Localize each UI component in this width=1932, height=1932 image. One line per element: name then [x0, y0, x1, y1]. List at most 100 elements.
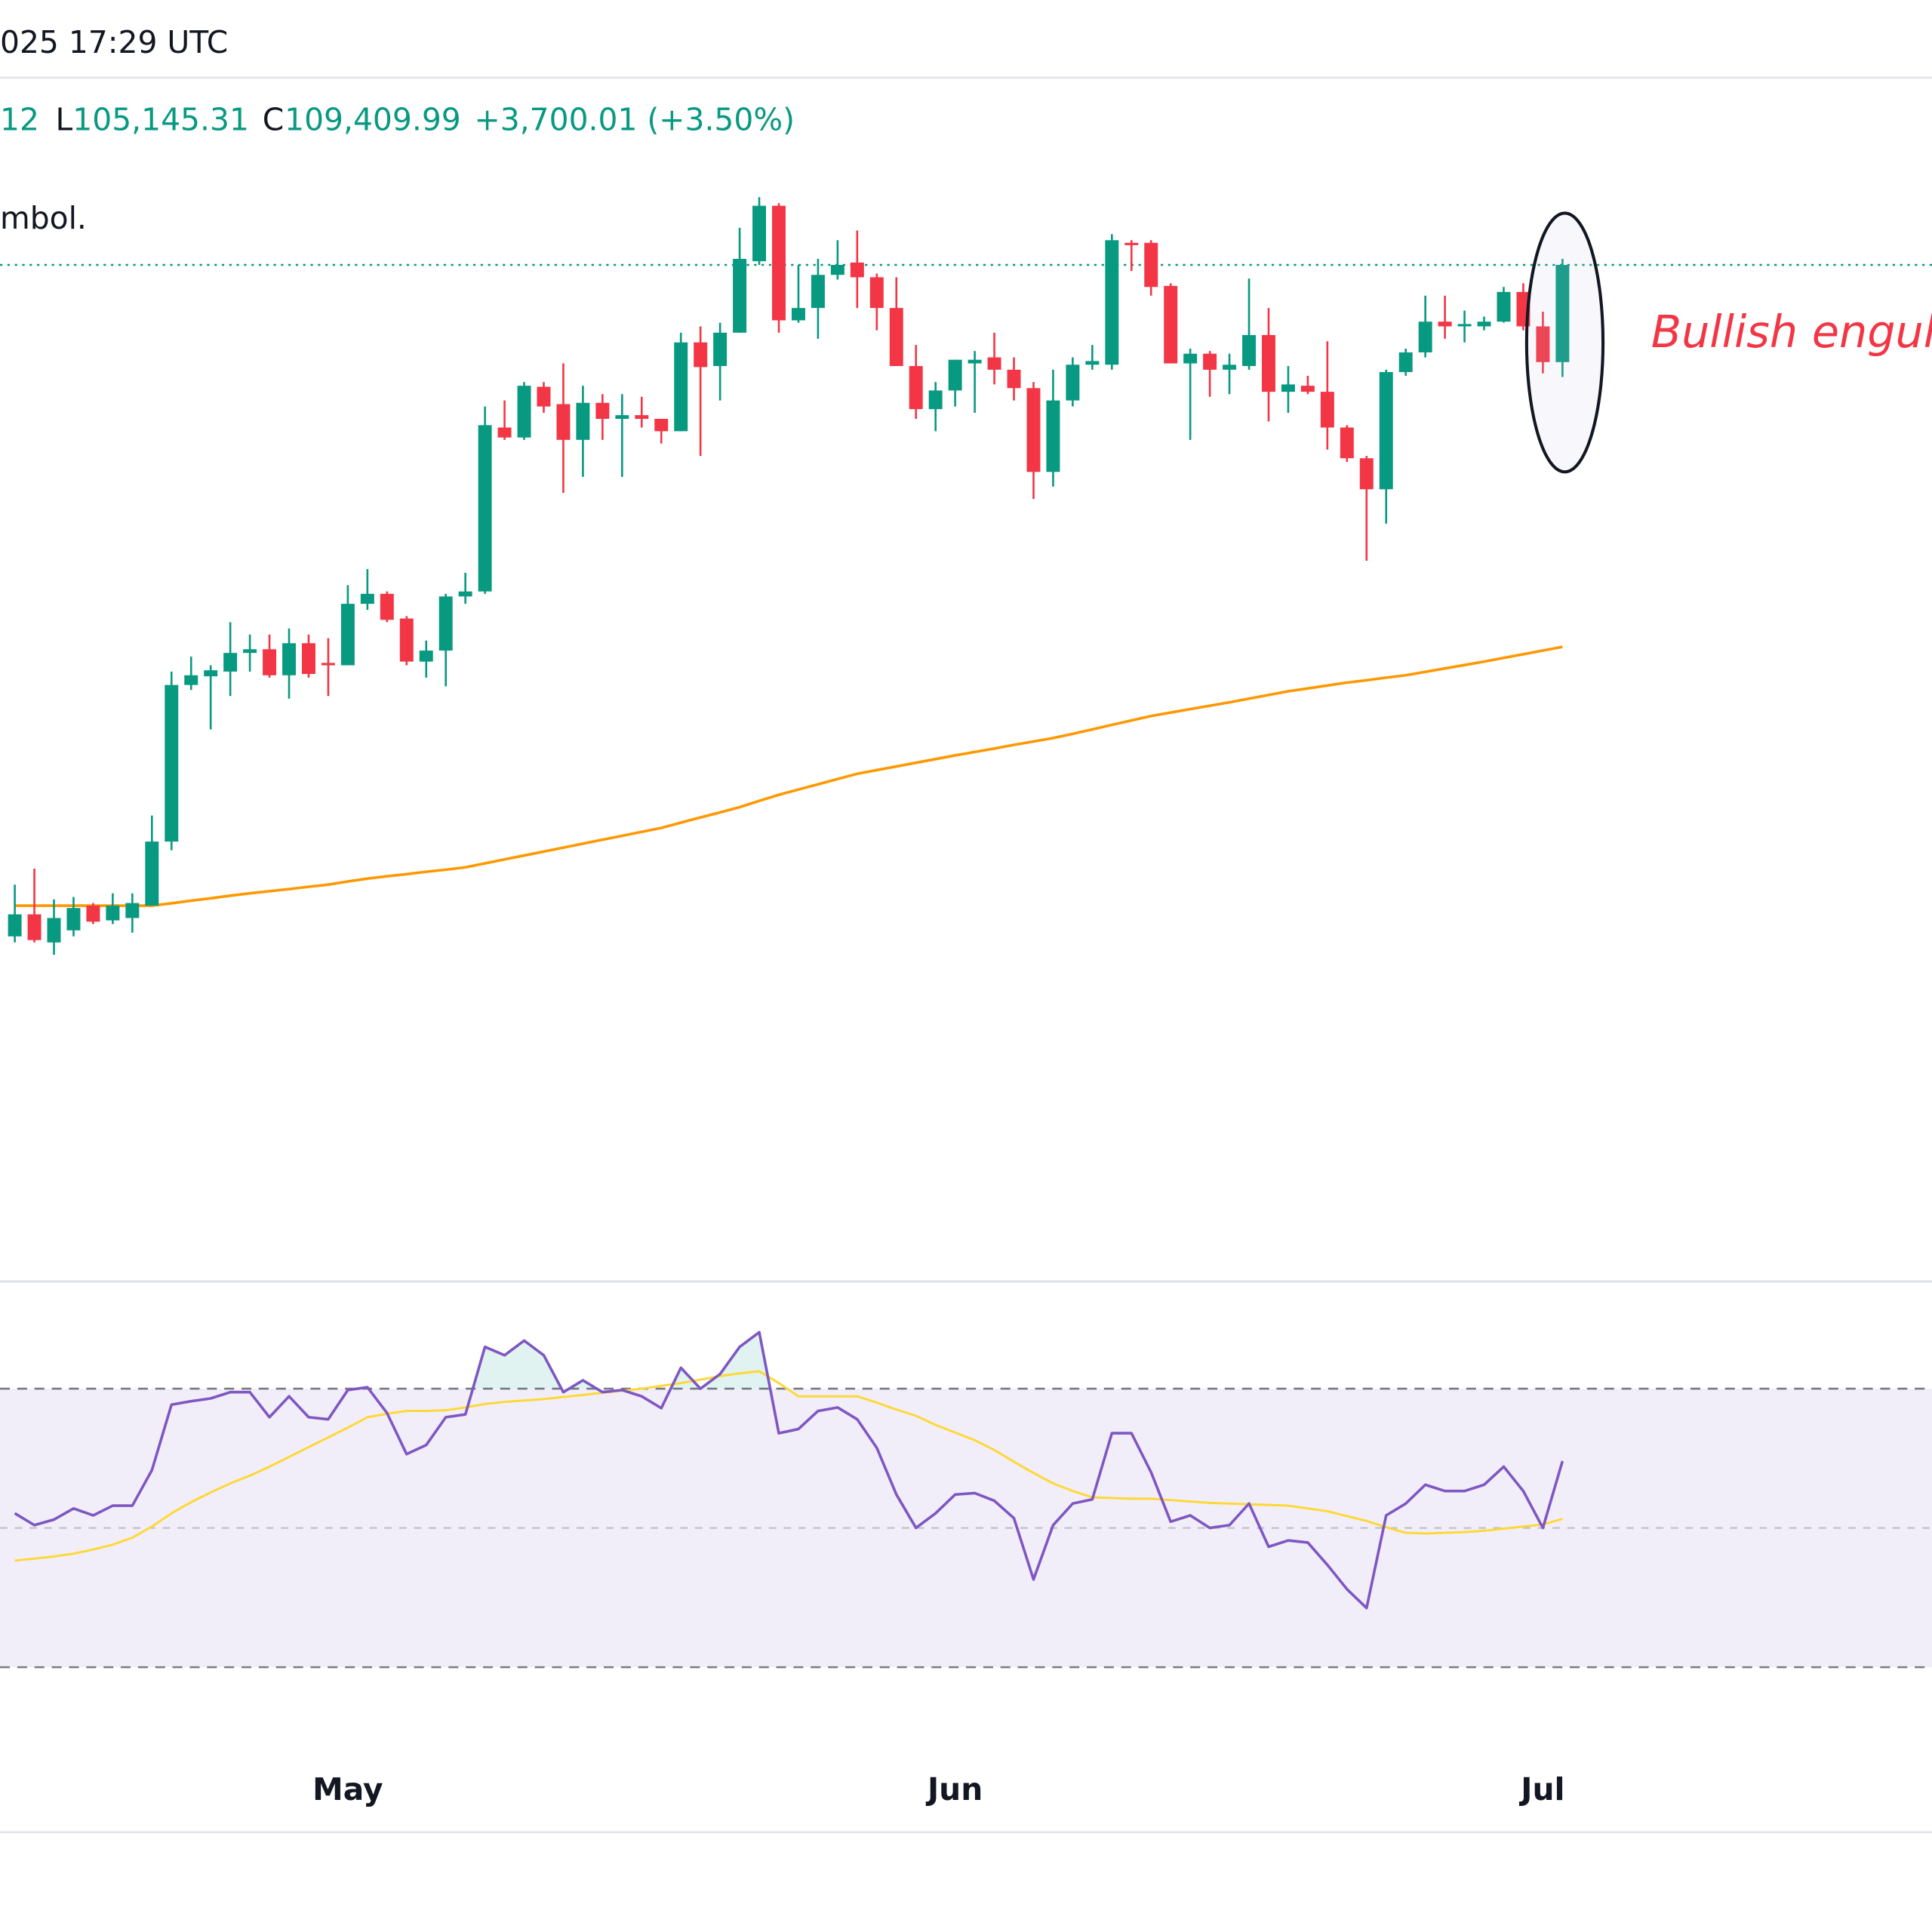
candle	[713, 322, 728, 401]
candle-body	[263, 649, 277, 675]
plot-underlay	[0, 197, 1932, 1669]
candle	[1144, 240, 1158, 296]
candle-body	[1300, 386, 1315, 392]
candle	[1379, 369, 1393, 524]
candle-body	[340, 604, 355, 666]
candle	[165, 671, 179, 851]
candle	[1457, 310, 1472, 343]
candle-body	[86, 906, 100, 922]
candle	[1105, 234, 1119, 370]
candle-body	[1398, 352, 1413, 373]
candle-body	[968, 359, 982, 364]
candle	[302, 634, 315, 678]
candle-body	[1124, 242, 1139, 245]
candle	[419, 640, 433, 678]
candle-body	[1144, 242, 1158, 288]
candle-body	[321, 663, 335, 666]
candle-body	[458, 591, 472, 597]
candle-body	[1457, 324, 1472, 327]
candle-body	[791, 308, 805, 321]
ohlc-close-label: C	[263, 102, 285, 138]
candle-body	[204, 670, 218, 677]
candle	[321, 638, 335, 697]
candle-body	[830, 265, 844, 275]
candle	[86, 903, 100, 924]
candle	[733, 227, 747, 333]
candle	[556, 363, 571, 494]
candle	[145, 815, 159, 906]
candle-body	[713, 332, 728, 367]
candle	[752, 197, 767, 266]
candle-body	[889, 308, 903, 367]
candle	[360, 569, 374, 611]
candle-body	[1164, 285, 1178, 364]
candle-body	[674, 342, 688, 432]
candle-body	[419, 651, 433, 662]
candle-body	[165, 685, 179, 842]
candle	[595, 394, 610, 440]
notice: mbol.	[0, 200, 87, 236]
candle	[458, 572, 472, 605]
candle	[8, 884, 22, 943]
candle-body	[380, 593, 394, 620]
candle	[1203, 351, 1217, 397]
x-tick-label: Jul	[1518, 1771, 1564, 1807]
candle	[1398, 349, 1413, 376]
candle-body	[1418, 321, 1432, 352]
candle	[106, 893, 120, 924]
rsi-line	[14, 1331, 1564, 1610]
candle-body	[47, 918, 61, 943]
x-tick-label: May	[312, 1771, 383, 1807]
candle	[1536, 311, 1550, 374]
candle-body	[1340, 427, 1354, 459]
candle-body	[615, 415, 629, 419]
candle	[1242, 278, 1256, 370]
candle	[399, 616, 414, 666]
candle	[1300, 375, 1315, 395]
candle-body	[595, 402, 610, 419]
candle-body	[1046, 400, 1060, 472]
candle	[1497, 287, 1511, 323]
candle-body	[125, 903, 140, 918]
candle	[438, 593, 453, 687]
candle-body	[772, 205, 786, 321]
annotation-ellipse	[1524, 211, 1605, 474]
candle	[772, 203, 786, 333]
candle-body	[1359, 458, 1374, 490]
ohlc-high-fragment: 12	[0, 102, 39, 138]
candle-body	[909, 366, 923, 410]
ohlc-close: 109,409.99	[285, 102, 461, 138]
candle-body	[438, 596, 453, 651]
candle-body	[8, 914, 22, 937]
candle	[1418, 295, 1432, 358]
candle	[66, 897, 81, 937]
candle	[1085, 345, 1100, 370]
candle-body	[478, 425, 492, 592]
candle-body	[1183, 353, 1198, 364]
candle-body	[517, 386, 531, 438]
candle-body	[27, 914, 42, 940]
candle-body	[928, 390, 943, 410]
candle	[674, 332, 688, 432]
ohlc-low-label: L	[55, 102, 72, 138]
candle	[497, 400, 512, 440]
candle	[830, 240, 844, 280]
candle-body	[635, 415, 649, 419]
candle-body	[1242, 334, 1256, 367]
candle-body	[556, 404, 571, 440]
annotation-text: Bullish engulf	[1651, 306, 1932, 358]
candle-body	[1477, 321, 1491, 327]
candle-body	[752, 205, 767, 262]
candle	[1340, 425, 1354, 463]
candle-body	[1007, 369, 1021, 389]
candle	[27, 868, 42, 943]
candle	[478, 406, 492, 594]
candle-body	[576, 402, 590, 440]
candle	[537, 382, 551, 413]
candle-body	[1105, 240, 1119, 365]
candle	[1477, 316, 1491, 331]
candle	[576, 386, 590, 477]
candle-body	[1281, 384, 1295, 392]
candle-body	[1085, 361, 1100, 365]
